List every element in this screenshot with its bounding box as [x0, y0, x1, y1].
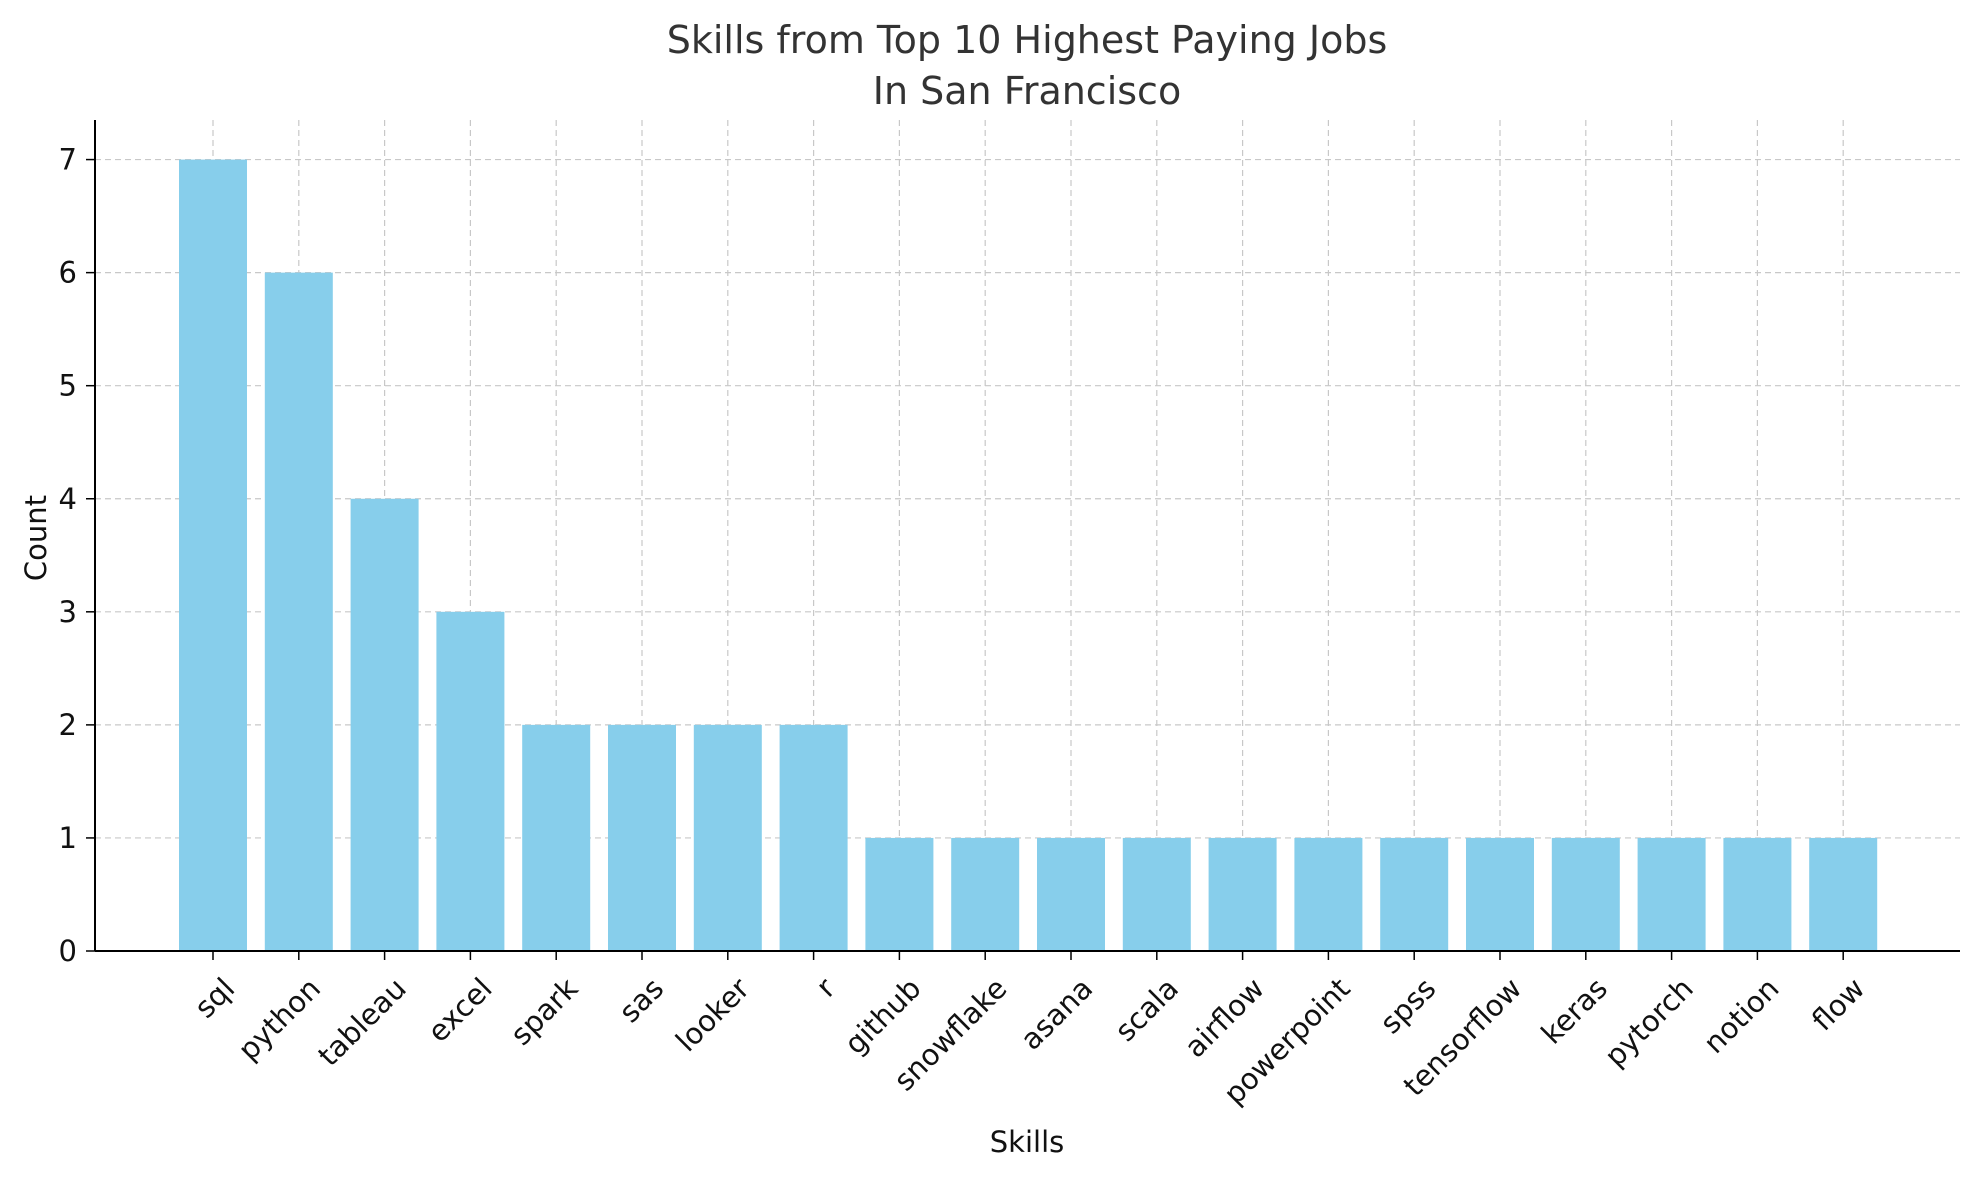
y-tick-label: 0	[59, 934, 77, 968]
y-tick-label: 4	[59, 482, 77, 516]
y-tick-label: 6	[59, 256, 77, 290]
bar-airflow	[1208, 837, 1277, 951]
bar-spark	[522, 724, 591, 951]
bar-flow	[1809, 837, 1878, 951]
bar-powerpoint	[1294, 837, 1363, 951]
bar-sas	[608, 724, 676, 951]
x-tick-label-flow: flow	[1805, 971, 1871, 1037]
y-tick-label: 2	[59, 708, 77, 742]
x-tick-label-looker: looker	[669, 971, 756, 1058]
bar-pytorch	[1637, 837, 1706, 951]
x-tick-label-notion: notion	[1697, 971, 1786, 1060]
bar-notion	[1723, 837, 1792, 951]
bar-excel	[436, 611, 505, 951]
x-tick-label-scala: scala	[1108, 971, 1185, 1048]
y-tick-label: 1	[59, 821, 77, 855]
x-tick-label-spss: spss	[1373, 971, 1442, 1040]
y-tick-label: 7	[59, 143, 77, 177]
x-tick-label-sql: sql	[188, 971, 241, 1024]
bar-r	[779, 724, 848, 951]
bar-github	[865, 837, 934, 951]
bar-layer	[179, 159, 1878, 952]
x-tick-label-tableau: tableau	[311, 971, 413, 1073]
y-tick-layer: 0 1 2 3 4 5 6 7	[59, 143, 95, 968]
bar-keras	[1551, 837, 1620, 951]
y-tick-label: 5	[59, 369, 77, 403]
x-tick-label-pytorch: pytorch	[1598, 971, 1700, 1073]
x-tick-label-sas: sas	[612, 971, 670, 1029]
bar-tensorflow	[1466, 837, 1534, 951]
bar-spss	[1380, 837, 1449, 951]
bar-asana	[1037, 837, 1105, 951]
x-tick-label-keras: keras	[1535, 971, 1614, 1050]
x-tick-label-python: python	[231, 971, 327, 1067]
x-tick-label-asana: asana	[1014, 971, 1099, 1056]
x-tick-label-excel: excel	[421, 971, 499, 1049]
bar-looker	[693, 724, 762, 951]
y-tick-label: 3	[59, 595, 77, 629]
y-axis-label: Count	[19, 495, 53, 581]
bar-tableau	[350, 498, 419, 951]
bar-scala	[1122, 837, 1191, 951]
x-tick-label-r: r	[809, 971, 842, 1004]
chart-title-line-1: Skills from Top 10 Highest Paying Jobs	[667, 18, 1388, 62]
bar-python	[264, 272, 333, 951]
bar-sql	[179, 159, 247, 952]
bar-snowflake	[951, 837, 1020, 951]
x-axis-label: Skills	[990, 1125, 1064, 1159]
x-tick-label-spark: spark	[504, 971, 585, 1052]
chart-title-line-2: In San Francisco	[873, 69, 1181, 113]
chart-title: Skills from Top 10 Highest Paying Jobs I…	[667, 18, 1388, 113]
axis-layer	[94, 120, 1960, 952]
